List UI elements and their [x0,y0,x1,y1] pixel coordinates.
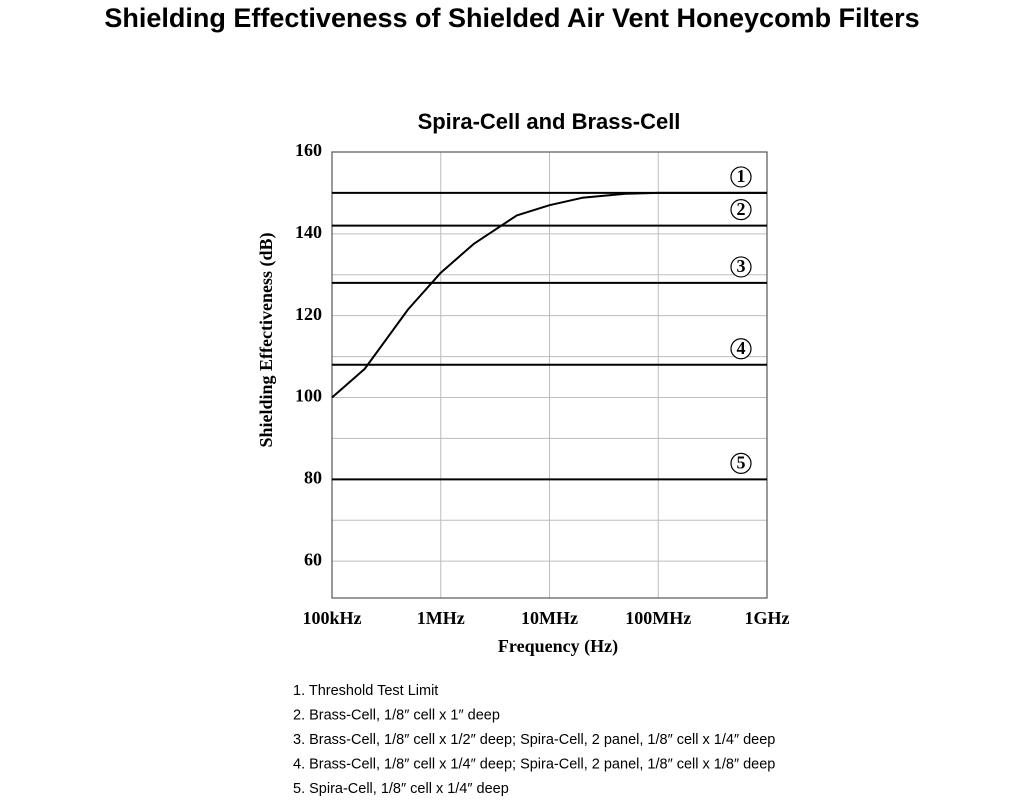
y-tick-label: 160 [295,140,322,160]
reference-badge [730,452,752,474]
reference-label: 3 [737,256,746,276]
reference-label: 5 [737,452,746,472]
y-tick-label: 80 [304,467,322,487]
y-tick-label: 60 [304,549,322,569]
y-tick-label: 120 [295,304,322,324]
note: 5. Spira-Cell, 1/8″ cell x 1/4″ deep [293,781,509,797]
x-tick-label: 1GHz [745,608,790,628]
x-tick-label: 100kHz [302,608,361,628]
reference-label: 4 [737,338,746,358]
reference-label: 1 [737,166,746,186]
y-tick-label: 100 [295,386,322,406]
chart-title: Spira-Cell and Brass-Cell [418,109,681,134]
reference-badge [730,338,752,360]
x-tick-label: 100MHz [625,608,691,628]
y-tick-label: 140 [295,222,322,242]
reference-badge [730,166,752,188]
plot-frame [331,151,768,599]
note: 2. Brass-Cell, 1/8″ cell x 1″ deep [293,707,500,723]
x-axis-label: Frequency (Hz) [498,636,618,657]
note: 3. Brass-Cell, 1/8″ cell x 1/2″ deep; Sp… [293,732,775,748]
reference-badge [730,199,752,221]
note: 4. Brass-Cell, 1/8″ cell x 1/4″ deep; Sp… [293,756,775,772]
reference-label: 2 [737,199,746,219]
x-tick-label: 10MHz [521,608,578,628]
curve [331,191,767,399]
reference-badge [730,256,752,278]
page-title: Shielding Effectiveness of Shielded Air … [104,3,919,33]
y-axis-label: Shielding Effectiveness (dB) [256,232,277,447]
x-tick-label: 1MHz [417,608,465,628]
note: 1. Threshold Test Limit [293,683,438,699]
